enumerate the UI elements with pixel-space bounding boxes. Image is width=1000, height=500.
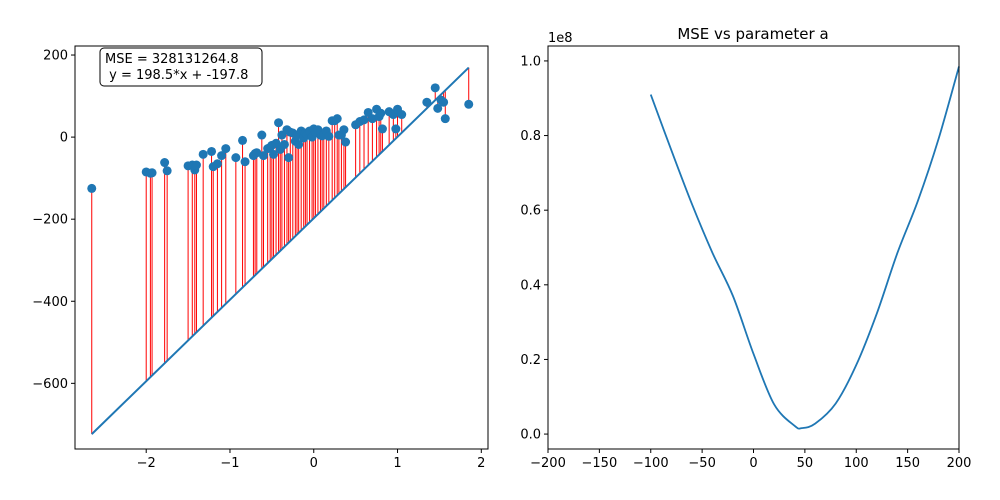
y-tick-label: −600	[32, 377, 68, 392]
data-point	[397, 110, 407, 120]
x-tick-label: 0	[310, 456, 318, 471]
mse-annotation-line-2: y = 198.5*x + -197.8	[105, 68, 248, 83]
x-tick-label: 0	[749, 456, 757, 471]
data-point	[433, 103, 443, 113]
data-point	[269, 149, 279, 159]
x-tick-label: −100	[633, 456, 669, 471]
right-y-ticks: 0.0 0.2 0.4 0.6 0.8 1.0	[520, 54, 548, 443]
y-tick-label: −200	[32, 213, 68, 228]
y-tick-label: 0.4	[520, 278, 541, 293]
left-y-ticks: 200 0 −200 −400 −600	[32, 49, 75, 392]
x-tick-label: 150	[895, 456, 920, 471]
x-tick-label: 100	[844, 456, 869, 471]
data-point	[274, 118, 284, 128]
data-point	[359, 115, 369, 125]
data-point	[212, 159, 222, 169]
data-point	[279, 139, 289, 149]
left-axes-frame	[74, 45, 489, 450]
data-point	[440, 114, 450, 124]
data-point	[198, 149, 208, 159]
mse-annotation-box: MSE = 328131264.8 y = 198.5*x + -197.8	[99, 47, 263, 87]
mse-curve-plot: −200 −150 −100 −50 0 50 100 150 200 0.0 0.2 0.4 0.6…	[520, 25, 971, 471]
data-point	[332, 114, 342, 124]
mse-curve	[649, 66, 960, 430]
data-points	[87, 83, 474, 193]
data-point	[339, 125, 349, 135]
data-point	[258, 151, 268, 161]
data-point	[439, 97, 449, 107]
mse-annotation-line-1: MSE = 328131264.8	[105, 52, 239, 67]
data-point	[191, 160, 201, 170]
x-tick-label: 2	[477, 456, 485, 471]
y-tick-label: −400	[32, 295, 68, 310]
x-tick-label: −150	[582, 456, 618, 471]
data-point	[294, 139, 304, 149]
y-tick-label: 200	[43, 49, 68, 64]
data-point	[162, 166, 172, 176]
x-tick-label: −2	[137, 456, 156, 471]
y-tick-label: 1.0	[520, 54, 541, 69]
mse-series-layer	[649, 66, 960, 430]
y-tick-label: 0.2	[520, 353, 541, 368]
data-point	[238, 135, 248, 145]
data-point	[324, 131, 334, 141]
data-point	[391, 124, 401, 134]
x-tick-label: 50	[797, 456, 814, 471]
data-point	[87, 183, 97, 193]
data-point	[217, 151, 227, 161]
data-point	[284, 153, 294, 163]
data-point	[376, 108, 386, 118]
data-point	[377, 124, 387, 134]
right-x-ticks: −200 −150 −100 −50 0 50 100 150 200	[530, 449, 971, 471]
data-point	[341, 137, 351, 147]
y-tick-label: 0.6	[520, 204, 541, 219]
data-point	[422, 97, 432, 107]
data-point	[257, 130, 267, 140]
x-tick-label: −50	[688, 456, 715, 471]
data-point	[464, 99, 474, 109]
x-tick-label: 200	[947, 456, 972, 471]
data-point	[147, 168, 157, 178]
x-tick-label: −1	[220, 456, 239, 471]
data-point	[160, 158, 170, 168]
data-point	[430, 83, 440, 93]
regression-scatter-plot: −2 −1 0 1 2 200 0 −200 −400 −600 MSE = 328131264…	[32, 45, 489, 471]
y-offset-label: 1e8	[548, 31, 573, 46]
fit-line-layer	[91, 66, 470, 435]
data-point	[231, 153, 241, 163]
data-point	[240, 157, 250, 167]
x-tick-label: −200	[530, 456, 566, 471]
fit-line	[91, 66, 470, 435]
left-x-ticks: −2 −1 0 1 2	[137, 449, 485, 471]
x-tick-label: 1	[393, 456, 401, 471]
y-tick-label: 0	[60, 131, 68, 146]
data-point	[221, 144, 231, 154]
y-tick-label: 0.0	[520, 428, 541, 443]
y-tick-label: 0.8	[520, 129, 541, 144]
data-point	[207, 146, 217, 156]
right-chart-title: MSE vs parameter a	[677, 25, 828, 43]
